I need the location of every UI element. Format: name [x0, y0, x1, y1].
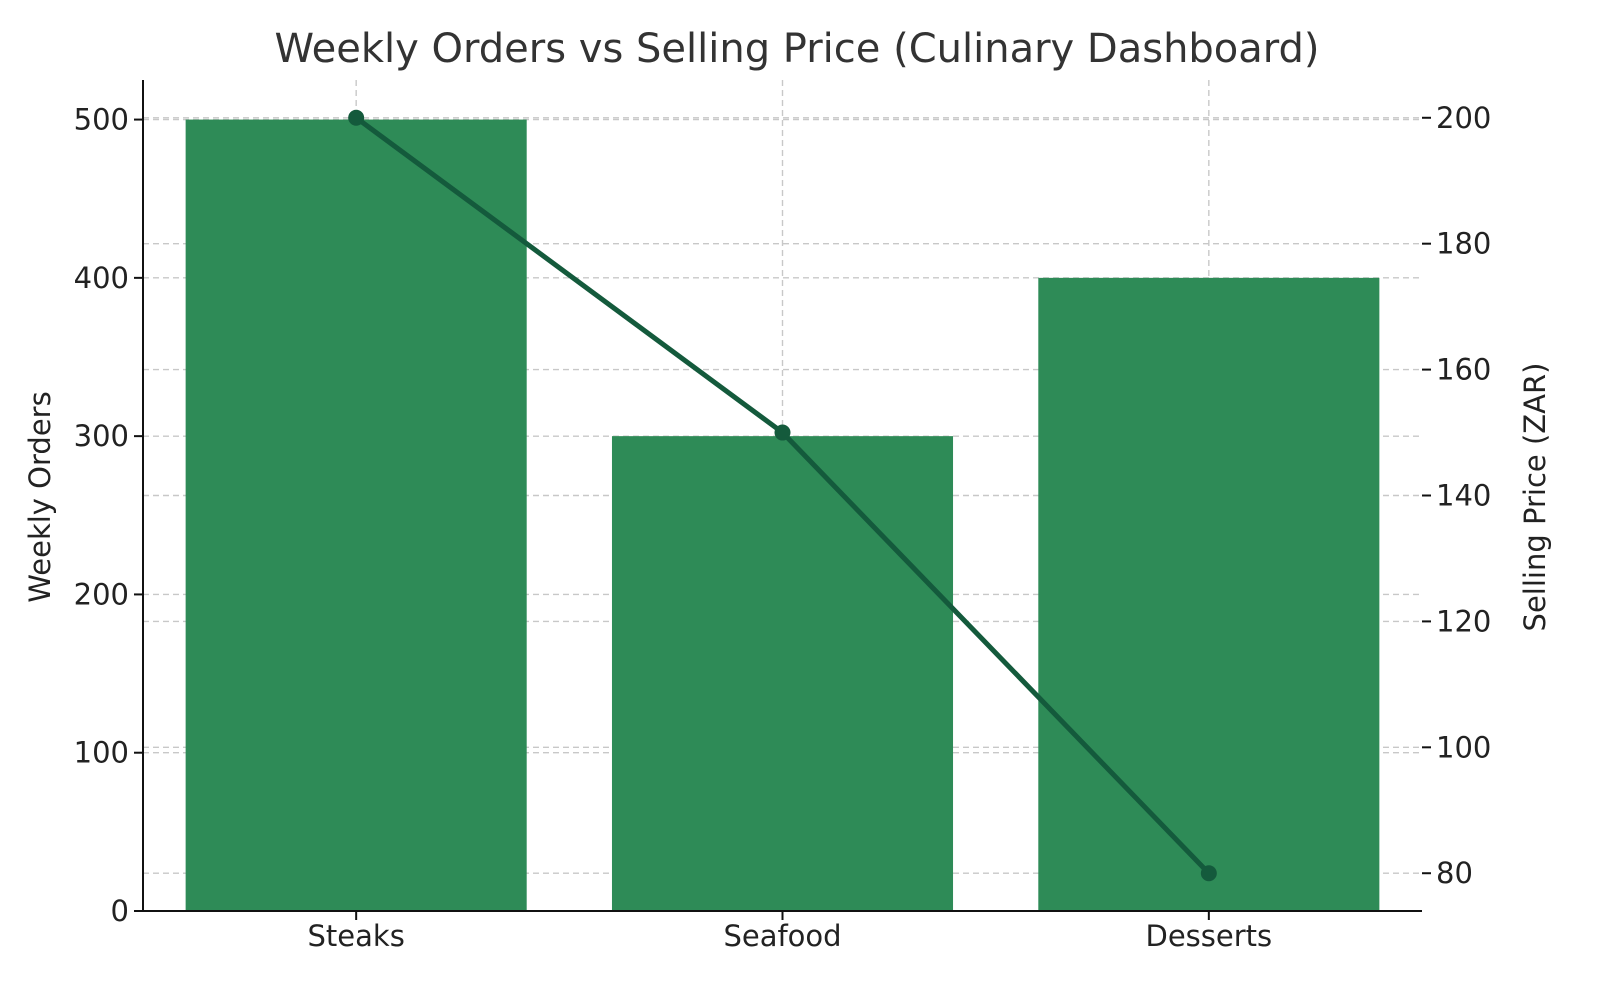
- bar-desserts: [1038, 277, 1380, 911]
- chart-title: Weekly Orders vs Selling Price (Culinary…: [274, 26, 1319, 72]
- y-left-tick-label: 0: [111, 894, 129, 928]
- y-left-tick-label: 500: [74, 103, 129, 137]
- y-left-tick-label: 400: [74, 261, 129, 295]
- y-right-tick-label: 140: [1436, 479, 1491, 513]
- y-right-tick-label: 160: [1436, 353, 1491, 387]
- axis-layer: 0 100 200 300 400 500 80 100 120 140 160 180 200 Stea…: [74, 80, 1491, 953]
- line-layer: [348, 109, 1217, 882]
- bar-seafood: [611, 436, 954, 911]
- y-left-tick-label: 300: [74, 419, 129, 453]
- price-point-steaks: [348, 109, 365, 126]
- y-right-tick-label: 100: [1436, 730, 1491, 764]
- y-left-axis-label: Weekly Orders: [23, 391, 57, 602]
- x-tick-label: Desserts: [1146, 919, 1273, 953]
- y-right-tick-label: 180: [1436, 227, 1491, 261]
- bar-layer: [185, 119, 1380, 912]
- price-point-desserts: [1200, 865, 1217, 882]
- y-right-tick-label: 80: [1436, 856, 1473, 890]
- x-tick-label: Seafood: [723, 919, 841, 953]
- y-right-axis-label: Selling Price (ZAR): [1518, 363, 1552, 632]
- y-left-tick-label: 100: [74, 736, 129, 770]
- y-right-tick-label: 120: [1436, 604, 1491, 638]
- y-left-tick-label: 200: [74, 577, 129, 611]
- bar-steaks: [185, 119, 527, 912]
- x-tick-label: Steaks: [308, 919, 405, 953]
- price-point-seafood: [774, 424, 791, 441]
- y-right-tick-label: 200: [1436, 101, 1491, 135]
